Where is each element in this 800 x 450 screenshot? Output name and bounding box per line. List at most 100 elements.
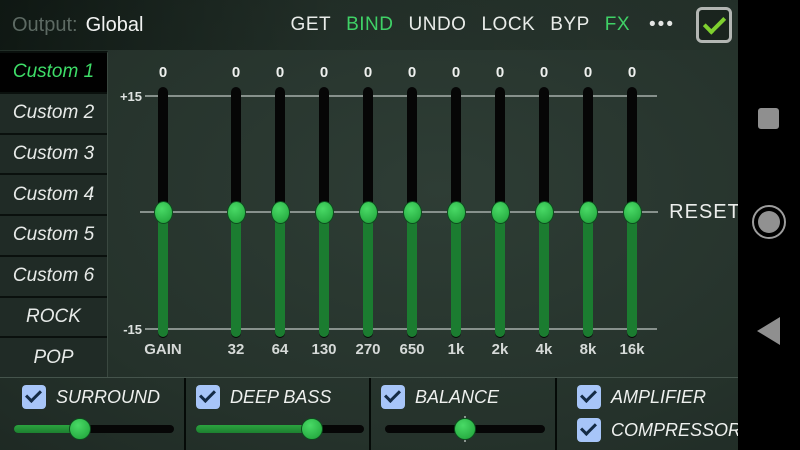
band-slider-thumb[interactable] [622,201,642,224]
master-enable-checkbox[interactable] [696,7,732,43]
balance-checkbox[interactable] [381,385,405,409]
band-value: 0 [363,64,373,81]
section-divider [555,378,557,450]
band-slider-thumb[interactable] [153,201,173,224]
band-value: 0 [495,64,505,81]
android-nav-bar [738,0,800,450]
bypass-button[interactable]: BYP [550,14,590,35]
back-icon[interactable] [757,317,780,345]
band-label: GAIN [144,341,182,358]
band-label: 650 [399,341,425,358]
lock-button[interactable]: LOCK [481,14,536,35]
preset-custom-1[interactable]: Custom 1 [0,53,107,94]
output-label: Output: [12,13,78,36]
balance-label: BALANCE [415,386,500,407]
fx-button[interactable]: FX [604,14,631,35]
bind-button[interactable]: BIND [346,14,394,35]
band-slider-fill [451,213,461,337]
amplifier-checkbox-row[interactable]: AMPLIFIER [577,385,706,409]
section-divider [369,378,371,450]
surround-slider-thumb[interactable] [68,418,91,440]
preset-pop[interactable]: POP [0,338,107,377]
surround-checkbox[interactable] [22,385,46,409]
minus15-gridline [145,328,657,330]
more-options-icon[interactable]: ••• [649,14,675,35]
panel-divider [0,377,738,378]
band-label: 32 [227,341,245,358]
surround-slider[interactable] [14,414,174,444]
band-slider-thumb[interactable] [490,201,510,224]
deep-bass-checkbox[interactable] [196,385,220,409]
preset-custom-3[interactable]: Custom 3 [0,134,107,176]
deep-bass-slider-thumb[interactable] [300,418,323,440]
band-value: 0 [539,64,549,81]
top-bar: Output: Global GET BIND UNDO LOCK BYP FX… [0,0,738,50]
deep-bass-slider-fill [196,425,312,433]
reset-button[interactable]: RESET [669,201,741,223]
surround-section: SURROUND [0,378,184,450]
band-slider-thumb[interactable] [226,201,246,224]
scale-min-label: -15 [123,322,142,337]
band-label: 16k [619,341,645,358]
preset-custom-4[interactable]: Custom 4 [0,175,107,216]
band-650: 0 650 [390,60,434,362]
balance-section: BALANCE [371,378,555,450]
compressor-checkbox-row[interactable]: COMPRESSOR [577,418,741,442]
scale-max-label: +15 [119,89,142,104]
band-label: 64 [271,341,289,358]
deep-bass-section: DEEP BASS [186,378,369,450]
recents-icon[interactable] [758,108,779,129]
band-slider-thumb[interactable] [358,201,378,224]
amp-comp-section: AMPLIFIER COMPRESSOR [557,378,741,450]
band-slider-fill [539,213,549,337]
preset-list: Custom 1 Custom 2 Custom 3 Custom 4 Cust… [0,51,108,377]
compressor-label: COMPRESSOR [611,419,742,440]
preset-custom-6[interactable]: Custom 6 [0,256,107,298]
band-label: 8k [579,341,597,358]
band-32: 0 32 [214,60,258,362]
band-slider-thumb[interactable] [534,201,554,224]
band-slider-thumb[interactable] [578,201,598,224]
band-label: 1k [447,341,465,358]
surround-slider-fill [14,425,80,433]
band-2k: 0 2k [478,60,522,362]
band-1k: 0 1k [434,60,478,362]
band-label: 270 [355,341,381,358]
compressor-checkbox[interactable] [577,418,601,442]
band-slider-thumb[interactable] [446,201,466,224]
band-slider-thumb[interactable] [402,201,422,224]
surround-checkbox-row[interactable]: SURROUND [22,385,160,409]
preset-custom-5[interactable]: Custom 5 [0,216,107,257]
band-value: 0 [319,64,329,81]
preset-rock[interactable]: ROCK [0,297,107,339]
band-4k: 0 4k [522,60,566,362]
balance-slider-thumb[interactable] [454,418,476,440]
deep-bass-slider[interactable] [196,414,364,444]
band-label: 4k [535,341,553,358]
band-slider-fill [275,213,285,337]
band-slider-thumb[interactable] [314,201,334,224]
home-icon[interactable] [752,205,786,239]
band-label: 130 [311,341,337,358]
band-slider-fill [583,213,593,337]
balance-checkbox-row[interactable]: BALANCE [381,385,499,409]
band-slider-fill [407,213,417,337]
preset-custom-2[interactable]: Custom 2 [0,93,107,135]
band-8k: 0 8k [566,60,610,362]
surround-label: SURROUND [56,386,161,407]
band-label: 2k [491,341,509,358]
band-130: 0 130 [302,60,346,362]
balance-slider[interactable] [385,414,545,444]
band-slider-fill [231,213,241,337]
amplifier-checkbox[interactable] [577,385,601,409]
undo-button[interactable]: UNDO [408,14,467,35]
band-value: 0 [275,64,285,81]
band-slider-thumb[interactable] [270,201,290,224]
surround-slider-track[interactable] [14,425,174,433]
deep-bass-checkbox-row[interactable]: DEEP BASS [196,385,331,409]
band-value: 0 [158,64,168,81]
deep-bass-label: DEEP BASS [230,386,332,407]
output-selector[interactable]: Output: Global [12,0,143,50]
get-button[interactable]: GET [290,14,332,35]
